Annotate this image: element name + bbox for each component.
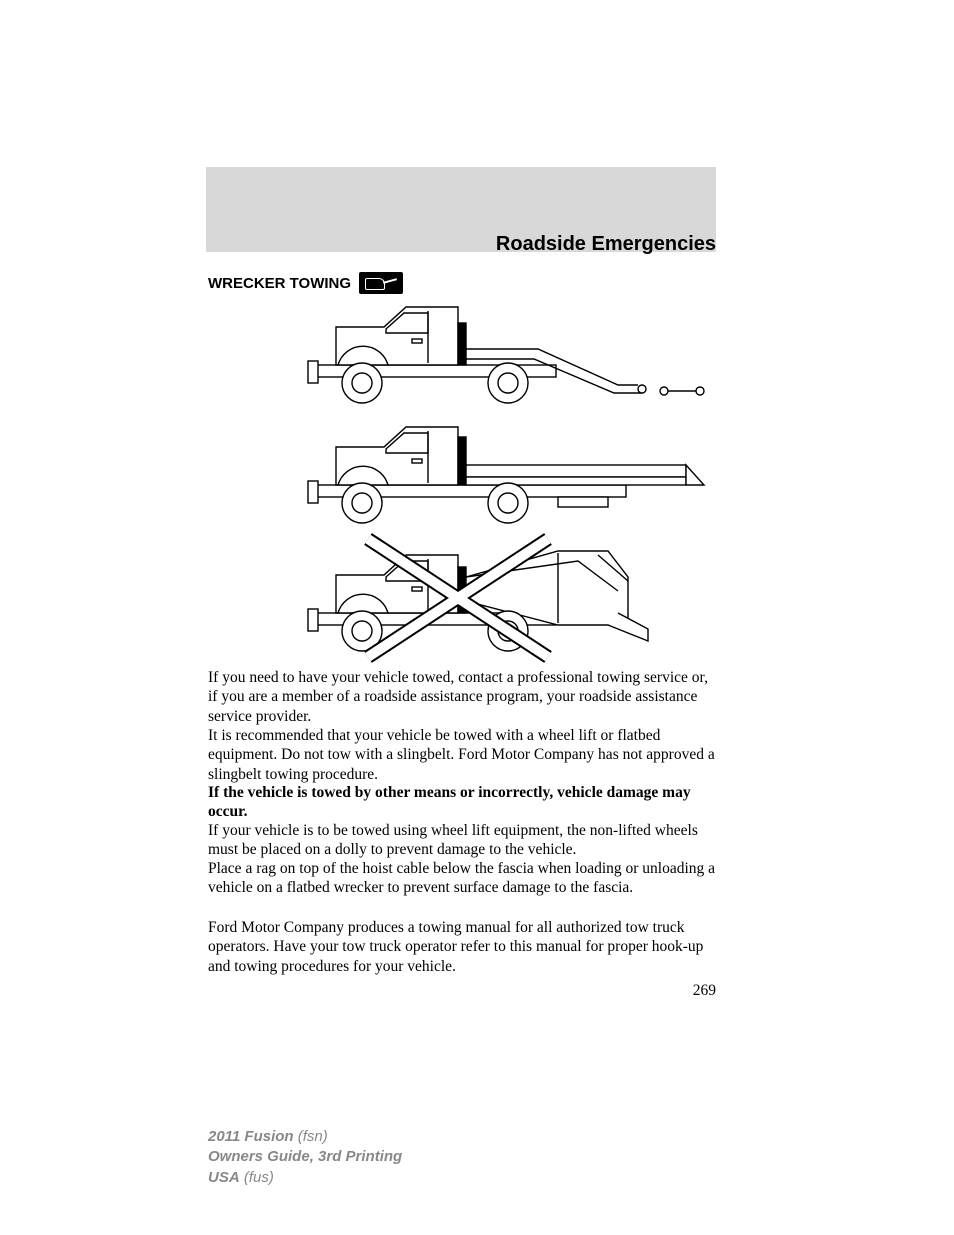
section-header: WRECKER TOWING [208,272,403,294]
towing-icon [359,272,403,294]
footer-region: USA [208,1169,240,1186]
footer-code-2: (fus) [240,1169,274,1186]
footer-code-1: (fsn) [294,1128,328,1145]
footer-line-2: Owners Guide, 3rd Printing [208,1147,402,1167]
footer-model: 2011 Fusion [208,1128,294,1145]
paragraph-1: If you need to have your vehicle towed, … [208,668,716,726]
chapter-title: Roadside Emergencies [496,233,716,256]
page-number: 269 [693,982,716,1000]
paragraph-2: It is recommended that your vehicle be t… [208,726,716,784]
paragraph-3-bold: If the vehicle is towed by other means o… [208,783,716,822]
footer-line-3: USA (fus) [208,1168,402,1188]
towing-diagram [208,293,716,663]
paragraph-4: If your vehicle is to be towed using whe… [208,821,716,860]
paragraph-6: Ford Motor Company produces a towing man… [208,918,716,976]
footer-line-1: 2011 Fusion (fsn) [208,1127,402,1147]
footer: 2011 Fusion (fsn) Owners Guide, 3rd Prin… [208,1127,402,1188]
section-header-text: WRECKER TOWING [208,275,351,292]
paragraph-5: Place a rag on top of the hoist cable be… [208,859,716,898]
